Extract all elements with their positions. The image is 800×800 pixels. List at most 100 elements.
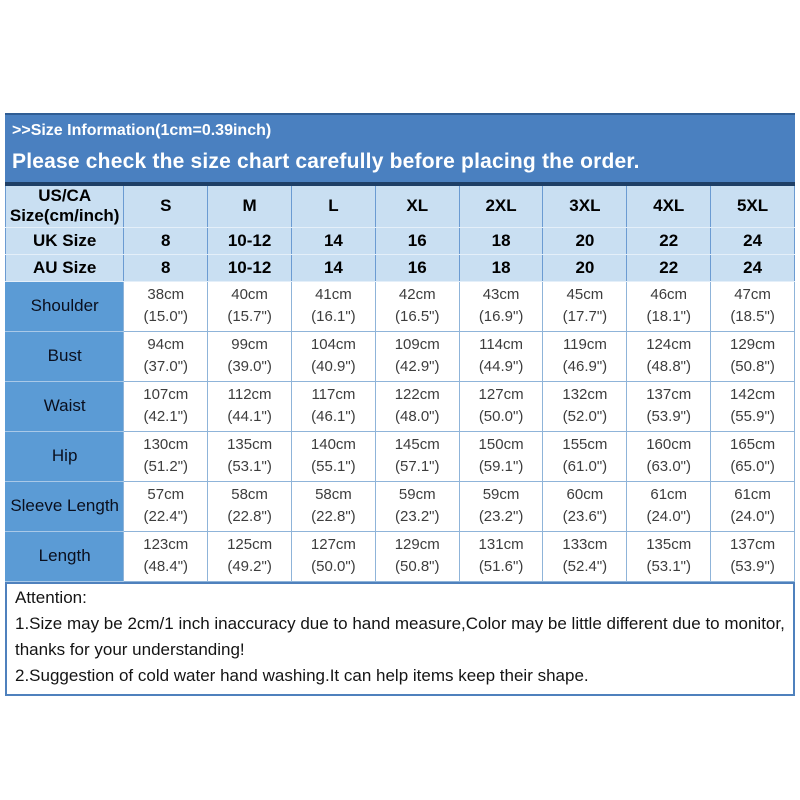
size-check-notice: Please check the size chart carefully be… — [12, 150, 640, 173]
size-value-cell: 24 — [710, 226, 795, 255]
measurement-value-cell: 127cm (50.0") — [291, 530, 376, 582]
measurement-value-cell: 137cm (53.9") — [710, 530, 795, 582]
measurement-value-cell: 129cm (50.8") — [710, 330, 795, 382]
measurement-value-cell: 123cm (48.4") — [123, 530, 209, 582]
measurement-value-cell: 107cm (42.1") — [123, 380, 209, 432]
size-column-header: 2XL — [458, 183, 544, 228]
measurement-label: Waist — [4, 380, 125, 432]
size-value-cell: 18 — [458, 253, 544, 282]
size-value-cell: 20 — [542, 226, 628, 255]
size-column-header: 4XL — [626, 183, 712, 228]
size-value-cell: 10-12 — [207, 253, 292, 282]
measurement-value-cell: 140cm (55.1") — [291, 430, 376, 482]
measurement-label: Shoulder — [4, 280, 125, 332]
size-column-header: S — [123, 183, 209, 228]
measurement-value-cell: 132cm (52.0") — [542, 380, 628, 432]
measurement-value-cell: 155cm (61.0") — [542, 430, 628, 482]
measurement-value-cell: 99cm (39.0") — [207, 330, 292, 382]
measurement-value-cell: 150cm (59.1") — [458, 430, 544, 482]
size-value-cell: 20 — [542, 253, 628, 282]
size-value-cell: 16 — [374, 226, 460, 255]
measurement-value-cell: 58cm (22.8") — [207, 480, 292, 532]
size-row-label: AU Size — [4, 253, 125, 282]
measurement-row: Bust 94cm (37.0") 99cm (39.0") 104cm (40.9") 10… — [4, 330, 795, 382]
measurement-value-cell: 43cm (16.9") — [458, 280, 544, 332]
measurement-row: Shoulder 38cm (15.0") 40cm (15.7") 41cm (16.1"… — [4, 280, 795, 332]
measurement-row: Sleeve Length 57cm (22.4") 58cm (22.8") 58cm(… — [4, 480, 795, 532]
measurement-value-cell: 45cm (17.7") — [542, 280, 628, 332]
measurement-row: Hip 130cm (51.2") 135cm (53.1") 140cm (55.1") 1… — [4, 430, 795, 482]
measurement-value-cell: 112cm (44.1") — [207, 380, 292, 432]
measurement-value-cell: 59cm (23.2") — [458, 480, 544, 532]
size-row-label: UK Size — [4, 226, 125, 255]
size-value-cell: 14 — [291, 226, 376, 255]
attention-note-2: 2.Suggestion of cold water hand washing.… — [15, 665, 589, 685]
measurement-label: Sleeve Length — [4, 480, 125, 532]
measurement-value-cell: 127cm (50.0") — [458, 380, 544, 432]
measurement-value-cell: 47cm (18.5") — [710, 280, 795, 332]
measurement-value-cell: 61cm (24.0") — [626, 480, 712, 532]
size-chart-table: US/CA Size(cm/inch) S M L XL 2XL 3XL 4XL 5XL UK Si… — [4, 182, 795, 582]
measurement-value-cell: 137cm (53.9") — [626, 380, 712, 432]
measurement-value-cell: 145cm (57.1") — [374, 430, 460, 482]
measurement-value-cell: 57cm (22.4") — [123, 480, 209, 532]
measurement-value-cell: 58cm (22.8") — [291, 480, 376, 532]
size-column-header: M — [207, 183, 292, 228]
measurement-value-cell: 133cm (52.4") — [542, 530, 628, 582]
measurement-value-cell: 104cm (40.9") — [291, 330, 376, 382]
attention-heading: Attention: — [15, 587, 87, 607]
measurement-value-cell: 160cm (63.0") — [626, 430, 712, 482]
measurement-value-cell: 142cm (55.9") — [710, 380, 795, 432]
size-conversion-row: AU Size 8 10-12 14 16 18 20 22 24 — [4, 253, 795, 282]
measurement-value-cell: 129cm (50.8") — [374, 530, 460, 582]
size-info-banner: >>Size Information(1cm=0.39inch) Please … — [5, 113, 795, 182]
measurement-value-cell: 60cm (23.6") — [542, 480, 628, 532]
measurement-value-cell: 42cm (16.5") — [374, 280, 460, 332]
measurement-value-cell: 46cm (18.1") — [626, 280, 712, 332]
measurement-value-cell: 59cm (23.2") — [374, 480, 460, 532]
measurement-label: Hip — [4, 430, 125, 482]
measurement-value-cell: 135cm (53.1") — [626, 530, 712, 582]
measurement-value-cell: 135cm (53.1") — [207, 430, 292, 482]
size-value-cell: 22 — [626, 226, 712, 255]
measurement-value-cell: 131cm (51.6") — [458, 530, 544, 582]
measurement-value-cell: 114cm (44.9") — [458, 330, 544, 382]
size-value-cell: 14 — [291, 253, 376, 282]
size-column-header: 3XL — [542, 183, 628, 228]
size-value-cell: 24 — [710, 253, 795, 282]
measurement-value-cell: 124cm (48.8") — [626, 330, 712, 382]
measurement-value-cell: 119cm (46.9") — [542, 330, 628, 382]
size-conversion-row: UK Size 8 10-12 14 16 18 20 22 24 — [4, 226, 795, 255]
measurement-value-cell: 122cm (48.0") — [374, 380, 460, 432]
size-column-header: XL — [374, 183, 460, 228]
measurement-value-cell: 38cm (15.0") — [123, 280, 209, 332]
size-value-cell: 8 — [123, 253, 209, 282]
size-info-title: >>Size Information(1cm=0.39inch) — [12, 122, 272, 139]
size-value-cell: 16 — [374, 253, 460, 282]
measurement-row: Length 123cm (48.4") 125cm (49.2") 127cm (50.0… — [4, 530, 795, 582]
size-chart-content: >>Size Information(1cm=0.39inch) Please … — [4, 113, 795, 696]
measurement-value-cell: 61cm (24.0") — [710, 480, 795, 532]
measurement-value-cell: 94cm (37.0") — [123, 330, 209, 382]
measurement-value-cell: 125cm (49.2") — [207, 530, 292, 582]
size-column-header: 5XL — [710, 183, 795, 228]
measurement-value-cell: 109cm (42.9") — [374, 330, 460, 382]
measurement-value-cell: 165cm (65.0") — [710, 430, 795, 482]
measurement-label: Bust — [4, 330, 125, 382]
measurement-value-cell: 117cm (46.1") — [291, 380, 376, 432]
size-value-cell: 10-12 — [207, 226, 292, 255]
measurement-value-cell: 130cm (51.2") — [123, 430, 209, 482]
attention-note-1: 1.Size may be 2cm/1 inch inaccuracy due … — [15, 613, 785, 659]
measurement-value-cell: 40cm (15.7") — [207, 280, 292, 332]
measurement-value-cell: 41cm (16.1") — [291, 280, 376, 332]
size-table-header-row: US/CA Size(cm/inch) S M L XL 2XL 3XL 4XL 5XL — [4, 183, 795, 228]
size-value-cell: 18 — [458, 226, 544, 255]
size-value-cell: 22 — [626, 253, 712, 282]
size-column-header: L — [291, 183, 376, 228]
measurement-row: Waist 107cm (42.1") 112cm (44.1") 117cm (46.1"… — [4, 380, 795, 432]
corner-header-cell: US/CA Size(cm/inch) — [4, 183, 125, 228]
measurement-label: Length — [4, 530, 125, 582]
size-value-cell: 8 — [123, 226, 209, 255]
attention-section: Attention: 1.Size may be 2cm/1 inch inac… — [5, 581, 795, 696]
